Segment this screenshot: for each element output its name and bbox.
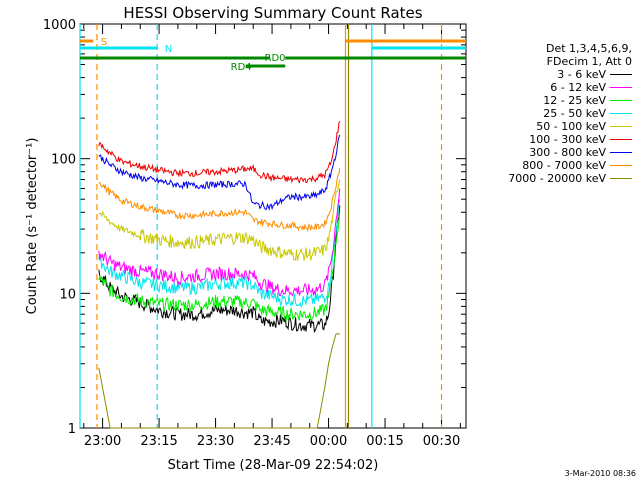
saa-flag-label: S — [101, 37, 107, 48]
legend-item: 6 - 12 keV — [470, 81, 632, 94]
series-line-100to300keV — [98, 120, 341, 184]
legend-item-label: 100 - 300 keV — [529, 133, 606, 146]
chart-title: HESSI Observing Summary Count Rates — [123, 4, 422, 22]
x-tick-label: 23:45 — [253, 434, 290, 449]
y-tick-label: 1 — [68, 422, 76, 437]
legend-item: 3 - 6 keV — [470, 68, 632, 81]
legend-item-label: 50 - 100 keV — [536, 120, 606, 133]
series-line-50to100keV — [98, 179, 341, 261]
y-axis-ticks: 1 10 100 1000 — [43, 18, 466, 437]
legend-item: 7000 - 20000 keV — [470, 172, 632, 185]
legend-item-label: 800 - 7000 keV — [522, 159, 606, 172]
rd0-flag-label: RD0 — [265, 53, 286, 64]
legend-header-detectors: Det 1,3,4,5,6,9, — [545, 42, 632, 55]
legend-swatch — [610, 126, 632, 127]
series-line-3to6keV — [98, 205, 341, 334]
y-axis-label: Count Rate (s⁻¹ detector⁻¹) — [25, 138, 40, 315]
legend-item: 25 - 50 keV — [470, 107, 632, 120]
series-line-7000to20000keV — [98, 333, 340, 429]
legend-swatch — [610, 178, 632, 179]
legend-item: 100 - 300 keV — [470, 133, 632, 146]
legend-item: 12 - 25 keV — [470, 94, 632, 107]
y-tick-label: 10 — [59, 287, 76, 302]
night-flag-label: N — [165, 44, 172, 55]
flag-vertical-lines — [79, 24, 443, 428]
series-line-25to50keV — [98, 199, 341, 308]
x-tick-label: 23:00 — [84, 434, 121, 449]
plot-frame — [79, 23, 467, 429]
legend-item-label: 12 - 25 keV — [543, 94, 606, 107]
legend-item: 800 - 7000 keV — [470, 159, 632, 172]
y-tick-label: 100 — [51, 153, 76, 168]
x-tick-label: 23:30 — [197, 434, 234, 449]
legend-header-decimation: FDecim 1, Att 0 — [546, 55, 632, 68]
x-axis-ticks: 23:00 23:15 23:30 23:45 00:00 00:15 00:30 — [83, 24, 461, 449]
x-axis-label: Start Time (28-Mar-09 22:54:02) — [168, 458, 379, 473]
series-line-12to25keV — [98, 212, 341, 322]
legend-swatch — [610, 87, 632, 88]
legend-swatch — [610, 139, 632, 140]
y-tick-label: 1000 — [43, 18, 76, 33]
legend-item: 50 - 100 keV — [470, 120, 632, 133]
data-series-group — [98, 120, 341, 429]
legend-swatch — [610, 74, 632, 75]
legend-item-label: 3 - 6 keV — [557, 68, 606, 81]
plot-timestamp: 3-Mar-2010 08:36 — [564, 469, 636, 478]
series-line-6to12keV — [98, 188, 341, 297]
legend-swatch — [610, 152, 632, 153]
legend-swatch — [610, 165, 632, 166]
x-tick-label: 00:15 — [366, 434, 403, 449]
x-tick-label: 23:15 — [140, 434, 177, 449]
legend-item-label: 7000 - 20000 keV — [508, 172, 606, 185]
legend-item: 300 - 800 keV — [470, 146, 632, 159]
series-line-800to7000keV — [98, 168, 341, 232]
series-line-300to800keV — [98, 134, 341, 211]
legend-item-label: 6 - 12 keV — [550, 81, 606, 94]
legend: Det 1,3,4,5,6,9, FDecim 1, Att 0 3 - 6 k… — [470, 42, 632, 185]
legend-item-label: 300 - 800 keV — [529, 146, 606, 159]
legend-swatch — [610, 100, 632, 101]
rd4-flag-label: RD4 — [231, 62, 252, 73]
flag-bars: S N RD0 RD4 — [80, 37, 466, 73]
x-tick-label: 00:00 — [310, 434, 347, 449]
x-tick-label: 00:30 — [423, 434, 460, 449]
legend-swatch — [610, 113, 632, 114]
legend-item-label: 25 - 50 keV — [543, 107, 606, 120]
